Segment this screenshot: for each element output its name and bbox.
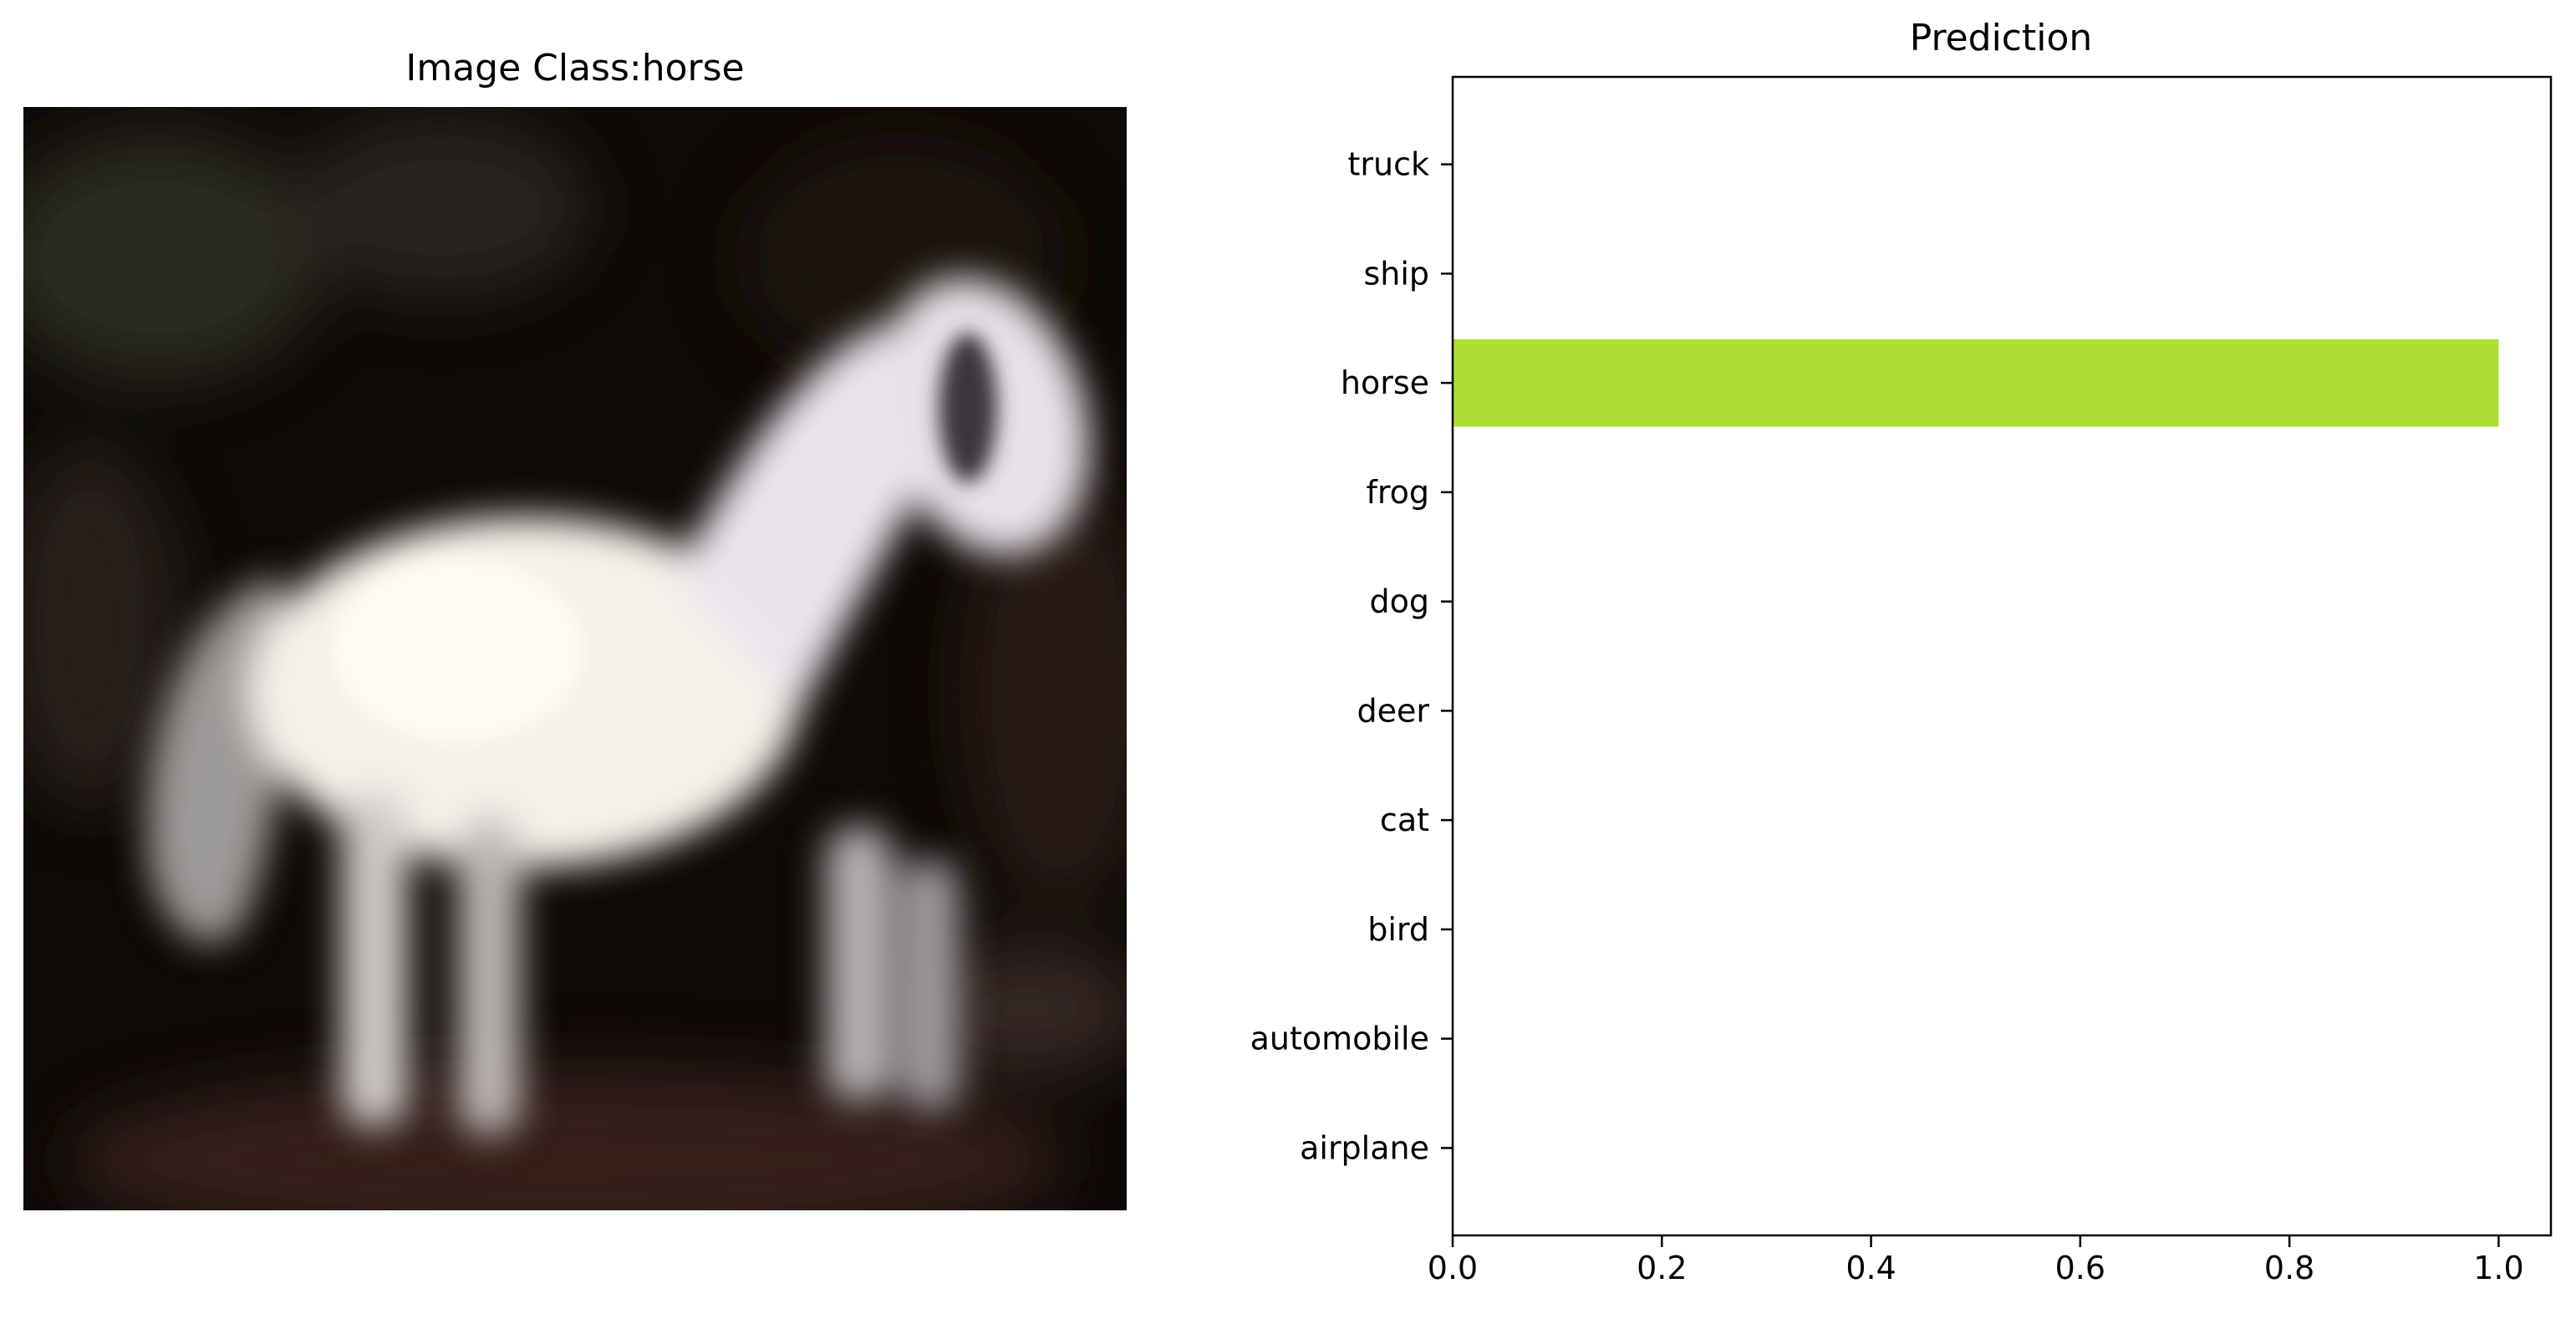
- y-tick-label: automobile: [1250, 1021, 1429, 1057]
- horse-photo: [23, 107, 1127, 1210]
- y-tick-label: dog: [1370, 583, 1430, 620]
- y-tick-label: ship: [1363, 255, 1429, 292]
- plot-frame: [1451, 75, 2553, 1237]
- x-tick-label: 1.0: [2473, 1250, 2523, 1286]
- image-title: Image Class:horse: [405, 47, 745, 89]
- y-tick-label: truck: [1347, 146, 1429, 183]
- x-tick-label: 0.0: [1428, 1250, 1478, 1286]
- chart-title: Prediction: [1909, 17, 2093, 59]
- y-tick-label: frog: [1366, 474, 1429, 511]
- y-tick-label: airplane: [1300, 1129, 1429, 1166]
- y-tick-label: horse: [1341, 364, 1429, 401]
- x-tick-label: 0.4: [1845, 1250, 1896, 1286]
- x-tick-label: 0.8: [2264, 1250, 2314, 1286]
- bar-horse: [1453, 339, 2499, 427]
- x-tick-label: 0.2: [1637, 1250, 1687, 1286]
- y-tick-label: deer: [1357, 692, 1429, 729]
- y-tick-label: bird: [1367, 911, 1429, 948]
- horse-image: [23, 107, 1127, 1210]
- x-tick-label: 0.6: [2055, 1250, 2105, 1286]
- y-tick-label: cat: [1380, 802, 1429, 838]
